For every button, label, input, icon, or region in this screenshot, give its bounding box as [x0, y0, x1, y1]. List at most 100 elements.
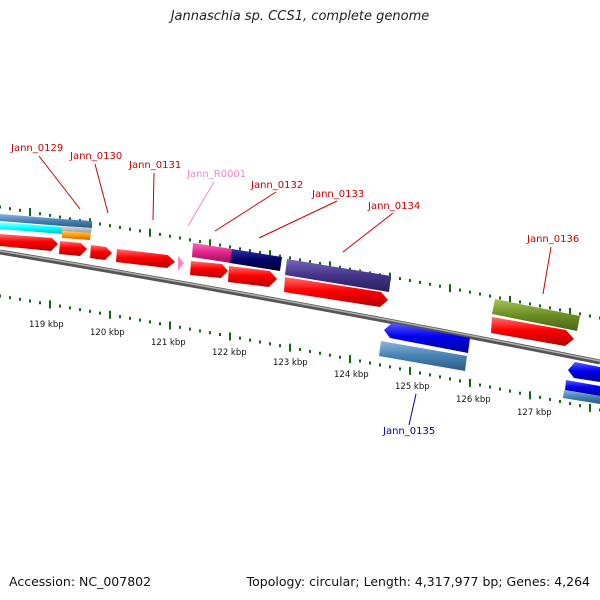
- minor-tick: [229, 245, 231, 249]
- minor-tick: [309, 349, 311, 353]
- minor-tick: [0, 294, 1, 298]
- gene-cyan-band[interactable]: [0, 222, 62, 234]
- minor-tick: [479, 383, 481, 387]
- gene-jann-0129-arrow[interactable]: [0, 234, 58, 251]
- gene-grey-band[interactable]: [62, 226, 92, 233]
- gene-jann-r0001-arrow[interactable]: [178, 256, 184, 271]
- major-tick: [589, 403, 591, 412]
- minor-tick: [569, 402, 571, 406]
- major-tick: [569, 307, 571, 316]
- gene-jann-0133-arrow[interactable]: [228, 266, 277, 287]
- gene-olive-block[interactable]: [492, 299, 580, 331]
- major-tick: [169, 321, 171, 330]
- minor-tick: [499, 296, 501, 300]
- minor-tick: [219, 243, 221, 247]
- gene-label[interactable]: Jann_0134: [367, 201, 420, 212]
- gene-steelblue-block[interactable]: [379, 341, 467, 371]
- genome-backbone: [0, 249, 600, 365]
- minor-tick: [339, 355, 341, 359]
- minor-tick: [419, 280, 421, 284]
- minor-tick: [509, 389, 511, 393]
- scale-label: 123 kbp: [273, 358, 308, 368]
- minor-tick: [489, 385, 491, 389]
- minor-tick: [369, 361, 371, 365]
- minor-tick: [489, 294, 491, 298]
- minor-tick: [219, 333, 221, 336]
- minor-tick: [39, 212, 41, 216]
- minor-tick: [589, 314, 591, 318]
- scale-label: 122 kbp: [212, 348, 247, 358]
- gene-jann-0132-arrow[interactable]: [190, 261, 228, 278]
- minor-tick: [379, 363, 381, 367]
- gene-navy-block[interactable]: [230, 249, 282, 271]
- minor-tick: [99, 311, 101, 315]
- minor-tick: [189, 327, 191, 331]
- gene-label[interactable]: Jann_0136: [526, 234, 579, 245]
- gene-blue-block-right[interactable]: [565, 380, 600, 396]
- gene-magenta-block[interactable]: [192, 243, 232, 263]
- gene-jann-0135-arrow[interactable]: [384, 323, 470, 353]
- minor-tick: [519, 300, 521, 304]
- minor-tick: [209, 331, 211, 335]
- minor-tick: [199, 329, 201, 333]
- minor-tick: [579, 312, 581, 316]
- minor-tick: [49, 213, 51, 217]
- minor-tick: [259, 250, 261, 254]
- gene-label[interactable]: Jann_0130: [69, 151, 122, 162]
- minor-tick: [279, 344, 281, 348]
- major-tick: [509, 295, 511, 304]
- scale-label: 119 kbp: [29, 320, 64, 330]
- major-tick: [209, 239, 211, 248]
- scale-labels: 119 kbp 120 kbp 121 kbp 122 kbp 123 kbp …: [29, 320, 552, 418]
- minor-tick: [69, 217, 71, 221]
- scale-label: 125 kbp: [395, 382, 430, 392]
- minor-tick: [169, 234, 171, 238]
- minor-tick: [29, 299, 31, 303]
- gene-label[interactable]: Jann_0129: [10, 143, 63, 154]
- gene-label[interactable]: Jann_R0001: [186, 169, 246, 180]
- gene-steelblue-block-right[interactable]: [563, 390, 600, 404]
- minor-tick: [299, 258, 301, 262]
- minor-tick: [289, 256, 291, 260]
- gene-slate-block[interactable]: [285, 259, 391, 292]
- minor-tick: [399, 277, 401, 281]
- minor-tick: [69, 306, 71, 310]
- minor-tick: [479, 292, 481, 296]
- minor-tick: [539, 395, 541, 399]
- gene-label[interactable]: Jann_0132: [250, 180, 303, 191]
- gene-jann-0130-arrow[interactable]: [59, 241, 87, 256]
- minor-tick: [359, 359, 361, 363]
- minor-tick: [459, 288, 461, 292]
- minor-tick: [239, 336, 241, 340]
- gene-label[interactable]: Jann_0131: [128, 160, 181, 171]
- gene-orange-band[interactable]: [62, 231, 91, 240]
- gene-jann-0131b-arrow[interactable]: [116, 249, 175, 268]
- scale-label: 121 kbp: [151, 338, 186, 348]
- scale-label: 126 kbp: [456, 395, 491, 405]
- minor-tick: [269, 342, 271, 346]
- minor-tick: [179, 236, 181, 240]
- major-tick: [469, 378, 471, 387]
- minor-tick: [249, 249, 251, 253]
- topology-text: Topology: circular; Length: 4,317,977 bp…: [246, 574, 590, 589]
- gene-blue-arrow-right[interactable]: [568, 362, 600, 382]
- gene-jann-0134-arrow[interactable]: [284, 277, 388, 307]
- minor-tick: [59, 304, 61, 308]
- map-title: Jannaschia sp. CCS1, complete genome: [170, 9, 430, 24]
- gene-labels: Jann_0129 Jann_0130 Jann_0131 Jann_R0001…: [10, 143, 579, 437]
- minor-tick: [439, 284, 441, 288]
- minor-tick: [59, 215, 61, 219]
- gene-label[interactable]: Jann_0135: [382, 426, 435, 437]
- gene-jann-0131-arrow[interactable]: [90, 245, 112, 260]
- minor-tick: [19, 297, 21, 301]
- minor-tick: [9, 296, 11, 300]
- minor-tick: [139, 318, 141, 322]
- minor-tick: [89, 309, 91, 313]
- gene-label[interactable]: Jann_0133: [311, 189, 364, 200]
- gene-steelblue-band[interactable]: [0, 214, 92, 228]
- minor-tick: [189, 238, 191, 242]
- minor-tick: [199, 240, 201, 244]
- minor-tick: [539, 304, 541, 308]
- gene-jann-0136-arrow[interactable]: [491, 317, 574, 346]
